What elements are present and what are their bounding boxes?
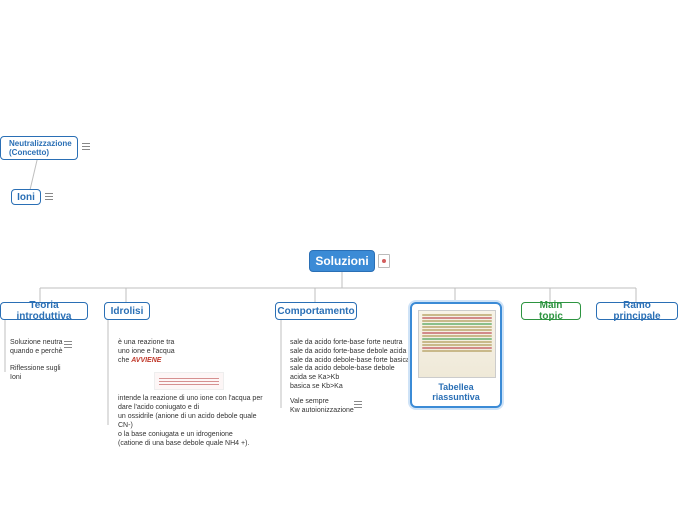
node-main-topic[interactable]: Main topic <box>521 302 581 320</box>
idrolisi-thumbnail[interactable] <box>154 372 224 390</box>
idrolisi-text-top: è una reazione tra uno ione e l'acqua ch… <box>118 338 278 365</box>
node-comportamento[interactable]: Comportamento <box>275 302 357 320</box>
tabella-thumbnail <box>418 310 496 378</box>
expand-icon[interactable] <box>64 340 72 350</box>
teoria-sub-1[interactable]: Soluzione neutra quando e perchè <box>10 338 65 356</box>
expand-icon[interactable] <box>82 142 90 152</box>
node-neutralizzazione[interactable]: Neutralizzazione (Concetto) <box>0 136 78 160</box>
node-ioni[interactable]: Ioni <box>11 189 41 205</box>
comportamento-text-2: sale da acido debole-base debole acida s… <box>290 364 410 391</box>
root-soluzioni[interactable]: Soluzioni <box>309 250 375 272</box>
expand-icon[interactable] <box>45 192 53 202</box>
idrolisi-text-bottom: intende la reazione di uno ione con l'ac… <box>118 394 268 449</box>
comportamento-text-1: sale da acido forte-base forte neutra sa… <box>290 338 410 365</box>
pdf-icon[interactable] <box>378 254 390 268</box>
tabella-caption: Tabellea riassuntiva <box>418 382 494 402</box>
teoria-sub-2[interactable]: Riflessione sugli Ioni <box>10 364 65 382</box>
expand-icon[interactable] <box>354 400 362 410</box>
node-ramo-principale[interactable]: Ramo principale <box>596 302 678 320</box>
node-teoria[interactable]: Teoria introduttiva <box>0 302 88 320</box>
node-idrolisi[interactable]: Idrolisi <box>104 302 150 320</box>
node-tabella-riassuntiva[interactable]: Tabellea riassuntiva <box>410 302 502 408</box>
